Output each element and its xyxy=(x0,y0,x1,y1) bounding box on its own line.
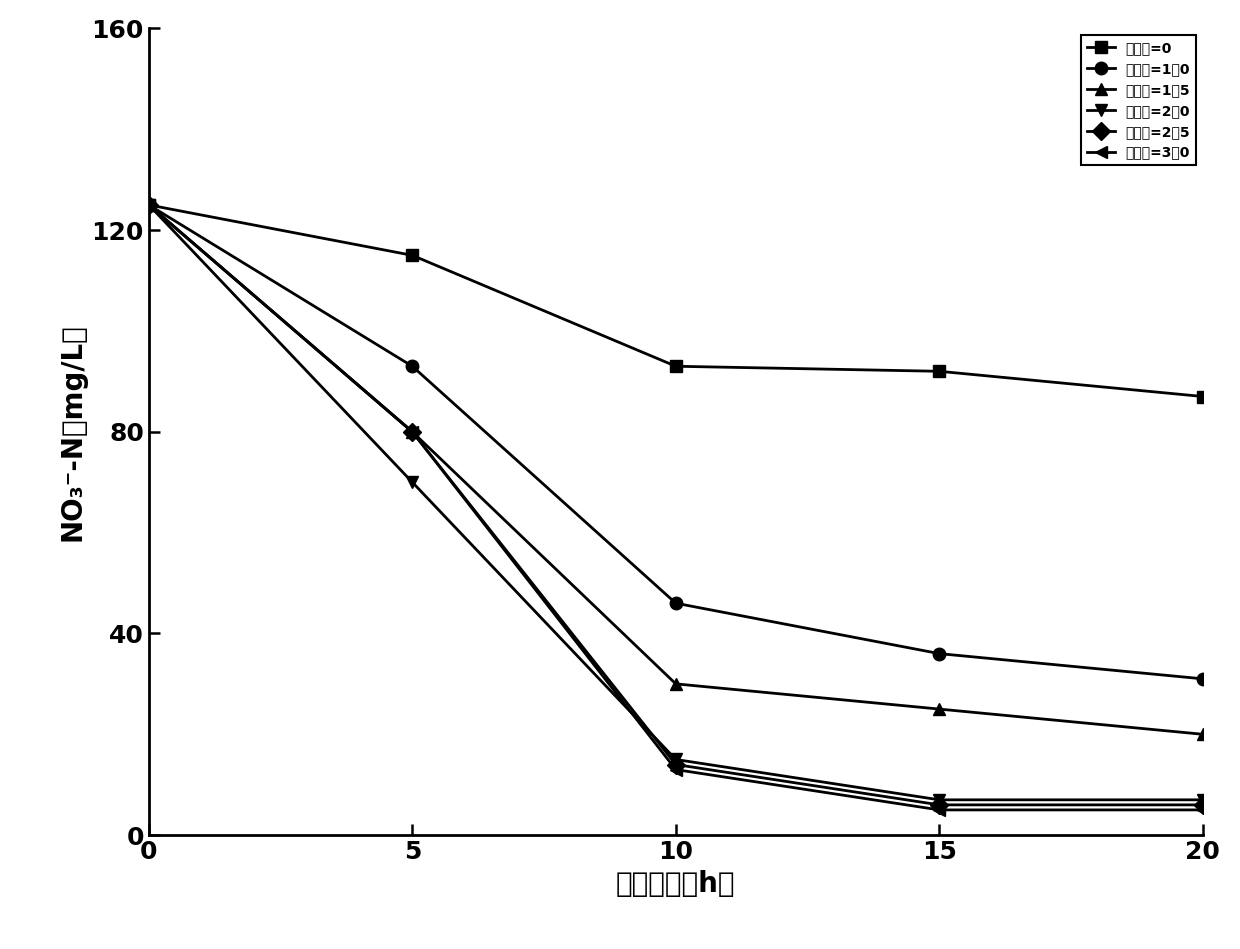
Y-axis label: NO₃⁻-N（mg/L）: NO₃⁻-N（mg/L） xyxy=(58,323,86,541)
碳氮比=1．5 xyxy=(404,426,419,437)
碳氮比=0 xyxy=(404,250,419,261)
碳氮比=3．0 xyxy=(668,764,683,775)
Line: 碳氮比=1．0: 碳氮比=1．0 xyxy=(143,198,1209,685)
碳氮比=3．0 xyxy=(141,199,156,211)
Line: 碳氮比=2．0: 碳氮比=2．0 xyxy=(143,198,1209,806)
碳氮比=0 xyxy=(668,361,683,372)
碳氮比=1．0 xyxy=(932,648,947,660)
碳氮比=1．0 xyxy=(1195,673,1210,684)
碳氮比=1．0 xyxy=(404,361,419,372)
碳氮比=0 xyxy=(141,199,156,211)
碳氮比=2．5 xyxy=(141,199,156,211)
碳氮比=3．0 xyxy=(932,804,947,815)
碳氮比=1．5 xyxy=(141,199,156,211)
Line: 碳氮比=3．0: 碳氮比=3．0 xyxy=(143,198,1209,816)
碳氮比=2．0 xyxy=(404,476,419,488)
碳氮比=1．0 xyxy=(141,199,156,211)
碳氮比=3．0 xyxy=(1195,804,1210,815)
Legend: 碳氮比=0, 碳氮比=1．0, 碳氮比=1．5, 碳氮比=2．0, 碳氮比=2．5, 碳氮比=3．0: 碳氮比=0, 碳氮比=1．0, 碳氮比=1．5, 碳氮比=2．0, 碳氮比=2．… xyxy=(1081,35,1195,165)
碳氮比=1．0 xyxy=(668,598,683,609)
X-axis label: 处理时间（h）: 处理时间（h） xyxy=(616,869,735,898)
Line: 碳氮比=1．5: 碳氮比=1．5 xyxy=(143,198,1209,740)
碳氮比=2．5 xyxy=(1195,799,1210,810)
Line: 碳氮比=2．5: 碳氮比=2．5 xyxy=(143,198,1209,811)
碳氮比=1．5 xyxy=(932,703,947,715)
碳氮比=0 xyxy=(1195,391,1210,402)
碳氮比=2．5 xyxy=(404,426,419,437)
碳氮比=1．5 xyxy=(668,679,683,690)
碳氮比=0 xyxy=(932,365,947,377)
碳氮比=2．0 xyxy=(1195,794,1210,806)
碳氮比=2．5 xyxy=(932,799,947,810)
Line: 碳氮比=0: 碳氮比=0 xyxy=(143,198,1209,402)
碳氮比=3．0 xyxy=(404,426,419,437)
碳氮比=2．0 xyxy=(141,199,156,211)
碳氮比=1．5 xyxy=(1195,729,1210,740)
碳氮比=2．0 xyxy=(668,754,683,765)
碳氮比=2．0 xyxy=(932,794,947,806)
碳氮比=2．5 xyxy=(668,759,683,771)
